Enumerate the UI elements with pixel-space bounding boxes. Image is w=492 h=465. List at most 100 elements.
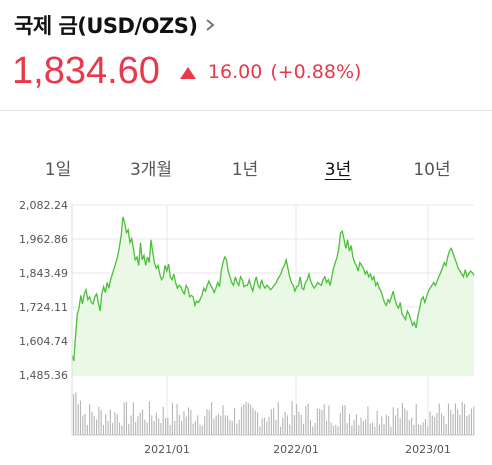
volume-bar [339,413,341,435]
volume-bar [112,422,114,435]
volume-bar [344,405,346,435]
volume-bar [351,425,353,435]
volume-bar [79,400,81,435]
volume-bar [362,421,364,435]
volume-bar [383,424,385,435]
volume-bar [231,420,233,435]
volume-bar [100,409,102,435]
tab-10y[interactable]: 10년 [413,160,451,180]
volume-bar [316,408,318,435]
volume-bar [144,419,146,435]
volume-bar [84,413,86,435]
volume-bar [312,426,314,435]
volume-bar [105,414,107,435]
volume-bar [254,410,256,435]
volume-bar [119,422,121,435]
period-tabs: 1일 3개월 1년 3년 10년 [0,155,492,180]
volume-bar [181,420,183,435]
volume-bar [374,427,376,435]
volume-bar [137,416,139,435]
volume-bar [280,426,282,435]
header[interactable]: 국제 금(USD/OZS) [14,10,217,40]
y-tick-label: 1,604.74 [19,335,68,348]
volume-bar [121,425,123,435]
volume-bar [406,410,408,435]
up-arrow-icon [179,66,196,79]
volume-bar [307,403,309,435]
volume-bar [183,411,185,435]
volume-bar [470,408,472,435]
volume-bar [224,415,226,435]
x-tick-label: 2021/01 [144,443,190,456]
volume-bar [323,404,325,435]
volume-bar [468,414,470,435]
volume-bar [190,410,192,435]
volume-bar [434,417,436,435]
volume-bar [404,408,406,435]
volume-bar [431,415,433,435]
volume-bar [130,415,132,435]
volume-bar [457,409,459,435]
volume-bar [305,406,307,435]
volume-bar [234,407,236,435]
volume-bar [86,425,88,435]
volume-bar [273,407,275,435]
divider [0,110,492,111]
volume-bar [107,420,109,435]
volume-bar [367,406,369,435]
volume-bar [395,415,397,435]
volume-bar [291,401,293,435]
volume-bar [109,409,111,435]
volume-bar [247,402,249,435]
volume-bar [335,424,337,435]
volume-bar [365,419,367,435]
volume-bar [319,408,321,435]
volume-bar [289,424,291,435]
volume-bar [125,401,127,435]
volume-bar [188,407,190,435]
tab-3y[interactable]: 3년 [324,160,352,180]
volume-bar [427,426,429,435]
volume-bar [296,404,298,435]
y-tick-label: 1,843.49 [19,267,68,280]
volume-bar [171,402,173,435]
price-chart[interactable]: 2,082.24 1,962.86 1,843.49 1,724.11 1,604.74… [0,195,492,465]
volume-bar [420,425,422,435]
volume-bar [424,419,426,435]
volume-bar [438,403,440,435]
tab-1y[interactable]: 1년 [231,160,259,180]
volume-bar [399,418,401,435]
volume-bar [213,418,215,435]
volume-bar [176,404,178,435]
volume-bar [447,403,449,435]
page-title: 국제 금(USD/OZS) [14,14,198,38]
volume-bar [192,423,194,435]
volume-bar [158,418,160,435]
volume-bar [459,415,461,435]
tab-1d[interactable]: 1일 [44,160,72,180]
volume-bar [408,420,410,435]
volume-bar [238,420,240,435]
volume-bar [275,420,277,435]
tab-3m[interactable]: 3개월 [129,160,173,180]
volume-bar [220,415,222,435]
volume-bar [411,417,413,435]
volume-bar [390,426,392,435]
volume-bar [91,411,93,435]
volume-bar [128,423,130,435]
price-change: 16.00 (+0.88%) [208,61,362,83]
volume-bar [369,423,371,435]
volume-bar [96,419,98,435]
chevron-right-icon[interactable] [203,18,217,32]
volume-bar [353,419,355,435]
volume-bar [93,416,95,435]
volume-bar [73,394,75,435]
volume-bar [206,409,208,435]
volume-bar [376,410,378,435]
volume-bar [328,405,330,435]
volume-bar [401,402,403,435]
volume-bar [321,409,323,435]
volume-bar [450,409,452,435]
volume-bar [466,416,468,435]
volume-bar [293,415,295,435]
